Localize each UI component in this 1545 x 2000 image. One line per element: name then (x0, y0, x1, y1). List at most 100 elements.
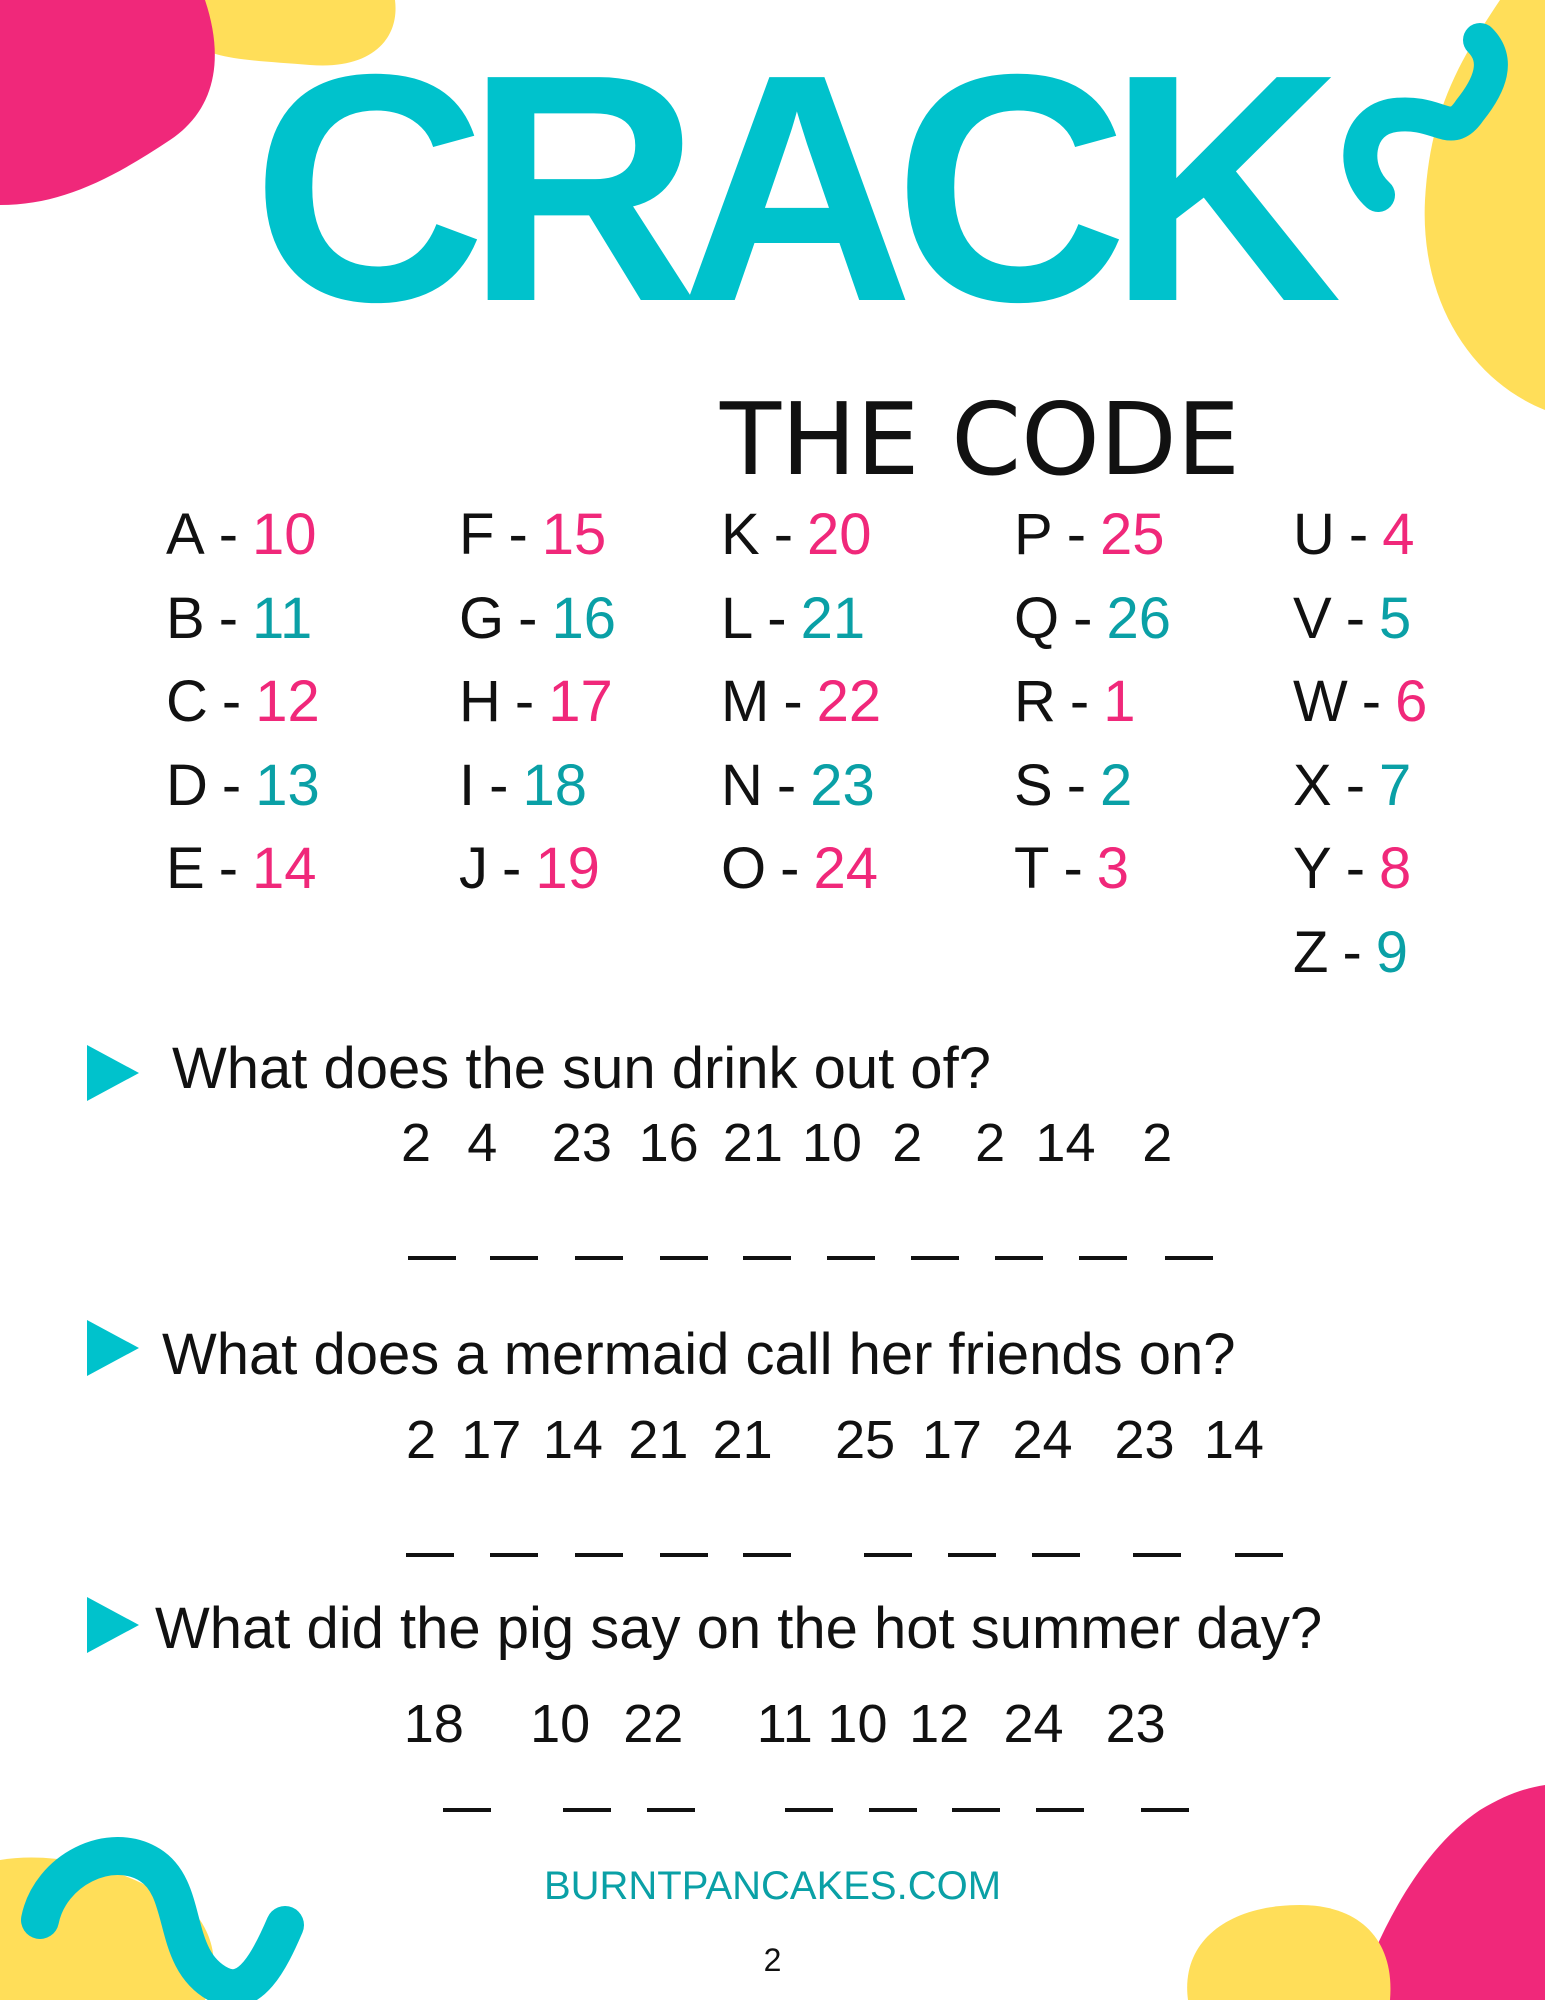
code-dash: - (1348, 502, 1369, 567)
code-number: 22 (816, 669, 882, 734)
code-letter: J (459, 836, 488, 901)
answer-blank[interactable] (1079, 1256, 1128, 1260)
teal-squiggle-bottom-left (21, 1837, 304, 2000)
code-entry-u: U-4 (1293, 506, 1414, 564)
code-dash: - (218, 502, 239, 567)
code-entry-g: G -16 (459, 590, 616, 648)
footer-website: BURNTPANCAKES.COM (543, 1864, 1002, 1908)
answer-blank[interactable] (659, 1256, 708, 1260)
code-entry-f: F -15 (459, 506, 606, 564)
code-number: 21 (712, 1410, 773, 1470)
code-letter: F (459, 502, 495, 567)
code-letter: G (459, 586, 505, 651)
code-entry-b: B -11 (166, 590, 312, 648)
code-number: 2 (406, 1410, 437, 1470)
code-letter: K (721, 502, 760, 567)
teal-squiggle-top-right (1343, 23, 1508, 212)
answer-blank[interactable] (826, 1256, 875, 1260)
code-number: 12 (255, 669, 320, 734)
code-letter: Q (1014, 586, 1060, 651)
answer-blank[interactable] (575, 1553, 624, 1557)
code-entry-o: O -24 (721, 840, 878, 898)
code-number: 11 (252, 586, 313, 651)
code-dash: - (502, 836, 522, 901)
answer-blank[interactable] (659, 1553, 708, 1557)
code-letter: R (1014, 669, 1056, 734)
code-number: 15 (541, 502, 607, 567)
answer-blank[interactable] (863, 1553, 912, 1557)
code-letter: B (166, 586, 205, 651)
answer-blank[interactable] (646, 1808, 695, 1812)
code-number: 14 (542, 1410, 603, 1470)
code-dash: - (221, 753, 242, 818)
answer-blank[interactable] (1133, 1553, 1182, 1557)
answer-blank[interactable] (1235, 1553, 1284, 1557)
code-letter: T (1014, 836, 1050, 901)
answer-blank[interactable] (951, 1808, 1000, 1812)
code-dash: - (518, 586, 538, 651)
answer-blank[interactable] (868, 1808, 917, 1812)
code-number: 9 (1375, 920, 1409, 985)
code-number: 14 (1203, 1410, 1264, 1470)
code-number: 19 (535, 836, 600, 901)
question-text: What did the pig say on the hot summer d… (155, 1596, 1323, 1661)
answer-blank[interactable] (575, 1256, 624, 1260)
code-letter: V (1293, 586, 1332, 651)
code-dash: - (1069, 669, 1090, 734)
code-letter: E (166, 836, 205, 901)
code-dash: - (1342, 920, 1362, 985)
answer-blank[interactable] (742, 1553, 791, 1557)
answer-blank[interactable] (995, 1256, 1044, 1260)
code-letter: D (166, 753, 208, 818)
code-number: 16 (551, 586, 616, 651)
code-number: 18 (403, 1694, 464, 1754)
code-number: 7 (1379, 753, 1412, 818)
code-dash: - (1073, 586, 1093, 651)
code-number: 10 (530, 1694, 591, 1754)
code-entry-q: Q -26 (1014, 590, 1171, 648)
answer-blank[interactable] (405, 1553, 454, 1557)
answer-blank[interactable] (911, 1256, 960, 1260)
code-number: 23 (551, 1113, 612, 1173)
code-dash: - (508, 502, 528, 567)
triangle-bullet-icon (87, 1045, 139, 1101)
answer-blank[interactable] (1164, 1256, 1213, 1260)
answer-blank[interactable] (784, 1808, 833, 1812)
answer-blank[interactable] (562, 1808, 611, 1812)
code-entry-a: A -10 (166, 506, 317, 564)
code-letter: M (721, 669, 770, 734)
code-entry-z: Z-9 (1293, 924, 1408, 982)
code-number: 8 (1379, 836, 1412, 901)
code-number: 2 (400, 1113, 431, 1173)
code-number: 22 (623, 1694, 684, 1754)
code-entry-n: N -23 (721, 757, 875, 815)
answer-blank[interactable] (408, 1256, 457, 1260)
answer-blank[interactable] (442, 1808, 491, 1812)
code-letter: I (459, 753, 476, 818)
page-subtitle: THE CODE (720, 381, 1240, 498)
code-entry-p: P -25 (1014, 506, 1165, 564)
code-letter: W (1293, 669, 1348, 734)
code-number: 4 (1382, 502, 1415, 567)
pink-blob-top-left (0, 0, 215, 205)
answer-blank[interactable] (489, 1553, 538, 1557)
code-entry-w: W-6 (1293, 673, 1427, 731)
code-number: 2 (975, 1113, 1006, 1173)
answer-blank[interactable] (742, 1256, 791, 1260)
code-entry-x: X-7 (1293, 757, 1411, 815)
code-dash: - (221, 669, 242, 734)
code-number: 23 (1114, 1410, 1175, 1470)
code-dash: - (776, 753, 797, 818)
answer-blank[interactable] (948, 1553, 997, 1557)
answer-blank[interactable] (489, 1256, 538, 1260)
code-letter: S (1014, 753, 1053, 818)
answer-blank[interactable] (1036, 1808, 1085, 1812)
code-entry-h: H -17 (459, 673, 613, 731)
code-number: 17 (548, 669, 613, 734)
page-number: 2 (763, 1942, 782, 1978)
code-dash: - (1066, 502, 1087, 567)
page-title: CRACK (252, 7, 1342, 369)
answer-blank[interactable] (1032, 1553, 1081, 1557)
answer-blank[interactable] (1140, 1808, 1189, 1812)
